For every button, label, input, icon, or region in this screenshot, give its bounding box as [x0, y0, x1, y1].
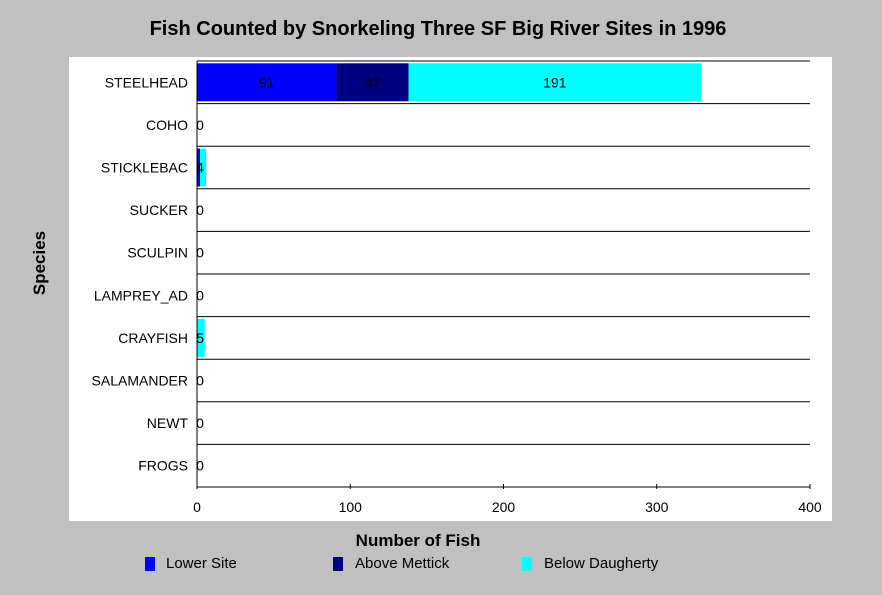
legend-swatch-below-daugherty — [522, 557, 532, 571]
bar-segment — [197, 318, 205, 357]
data-label: 0 — [196, 117, 204, 133]
y-axis-title: Species — [30, 230, 49, 296]
category-label: STICKLEBAC — [101, 160, 188, 176]
data-label: 0 — [196, 458, 204, 474]
x-tick-label: 0 — [193, 499, 201, 515]
x-axis-title: Number of Fish — [355, 531, 481, 550]
category-label: FROGS — [138, 458, 188, 474]
data-label: 0 — [196, 415, 204, 431]
x-tick-label: 400 — [798, 499, 822, 515]
category-label: SALAMANDER — [92, 373, 188, 389]
bar-segment — [197, 148, 199, 187]
bar-segment — [198, 148, 201, 187]
bar-segment — [200, 148, 207, 187]
category-label: NEWT — [147, 415, 189, 431]
x-tick-label: 300 — [645, 499, 669, 515]
bar-segment — [197, 63, 337, 102]
data-labels: 91 47 191 0 4 0 0 0 5 0 0 0 — [196, 74, 567, 473]
data-label: 0 — [196, 373, 204, 389]
category-label: COHO — [146, 117, 188, 133]
data-label: 4 — [196, 160, 204, 176]
category-label: SCULPIN — [127, 245, 188, 261]
data-label: 0 — [196, 287, 204, 303]
legend-label-lower-site: Lower Site — [166, 555, 237, 572]
bar-segment — [336, 63, 409, 102]
data-label: 91 — [259, 74, 275, 90]
bars — [197, 63, 702, 357]
plot-background — [69, 57, 832, 521]
x-tick-label: 200 — [492, 499, 516, 515]
category-label: LAMPREY_AD — [94, 287, 188, 303]
legend-label-above-mettick: Above Mettick — [355, 555, 450, 572]
data-label: 191 — [543, 74, 567, 90]
x-axis-ticks: 0 100 200 300 400 — [193, 484, 822, 515]
legend-label-below-daugherty: Below Daugherty — [544, 555, 659, 572]
category-label: STEELHEAD — [105, 74, 188, 90]
legend-swatch-above-mettick — [333, 557, 343, 571]
data-label: 0 — [196, 245, 204, 261]
category-labels: STEELHEAD COHO STICKLEBAC SUCKER SCULPIN LAMP… — [92, 74, 189, 473]
data-label: 0 — [196, 202, 204, 218]
x-tick-label: 100 — [339, 499, 363, 515]
chart-title: Fish Counted by Snorkeling Three SF Big … — [149, 18, 727, 40]
data-label: 47 — [365, 74, 381, 90]
legend-swatch-lower-site — [145, 557, 155, 571]
grid-lines — [197, 60, 810, 488]
bar-segment — [408, 63, 702, 102]
category-label: CRAYFISH — [118, 330, 188, 346]
category-label: SUCKER — [130, 202, 188, 218]
data-label: 5 — [196, 330, 204, 346]
